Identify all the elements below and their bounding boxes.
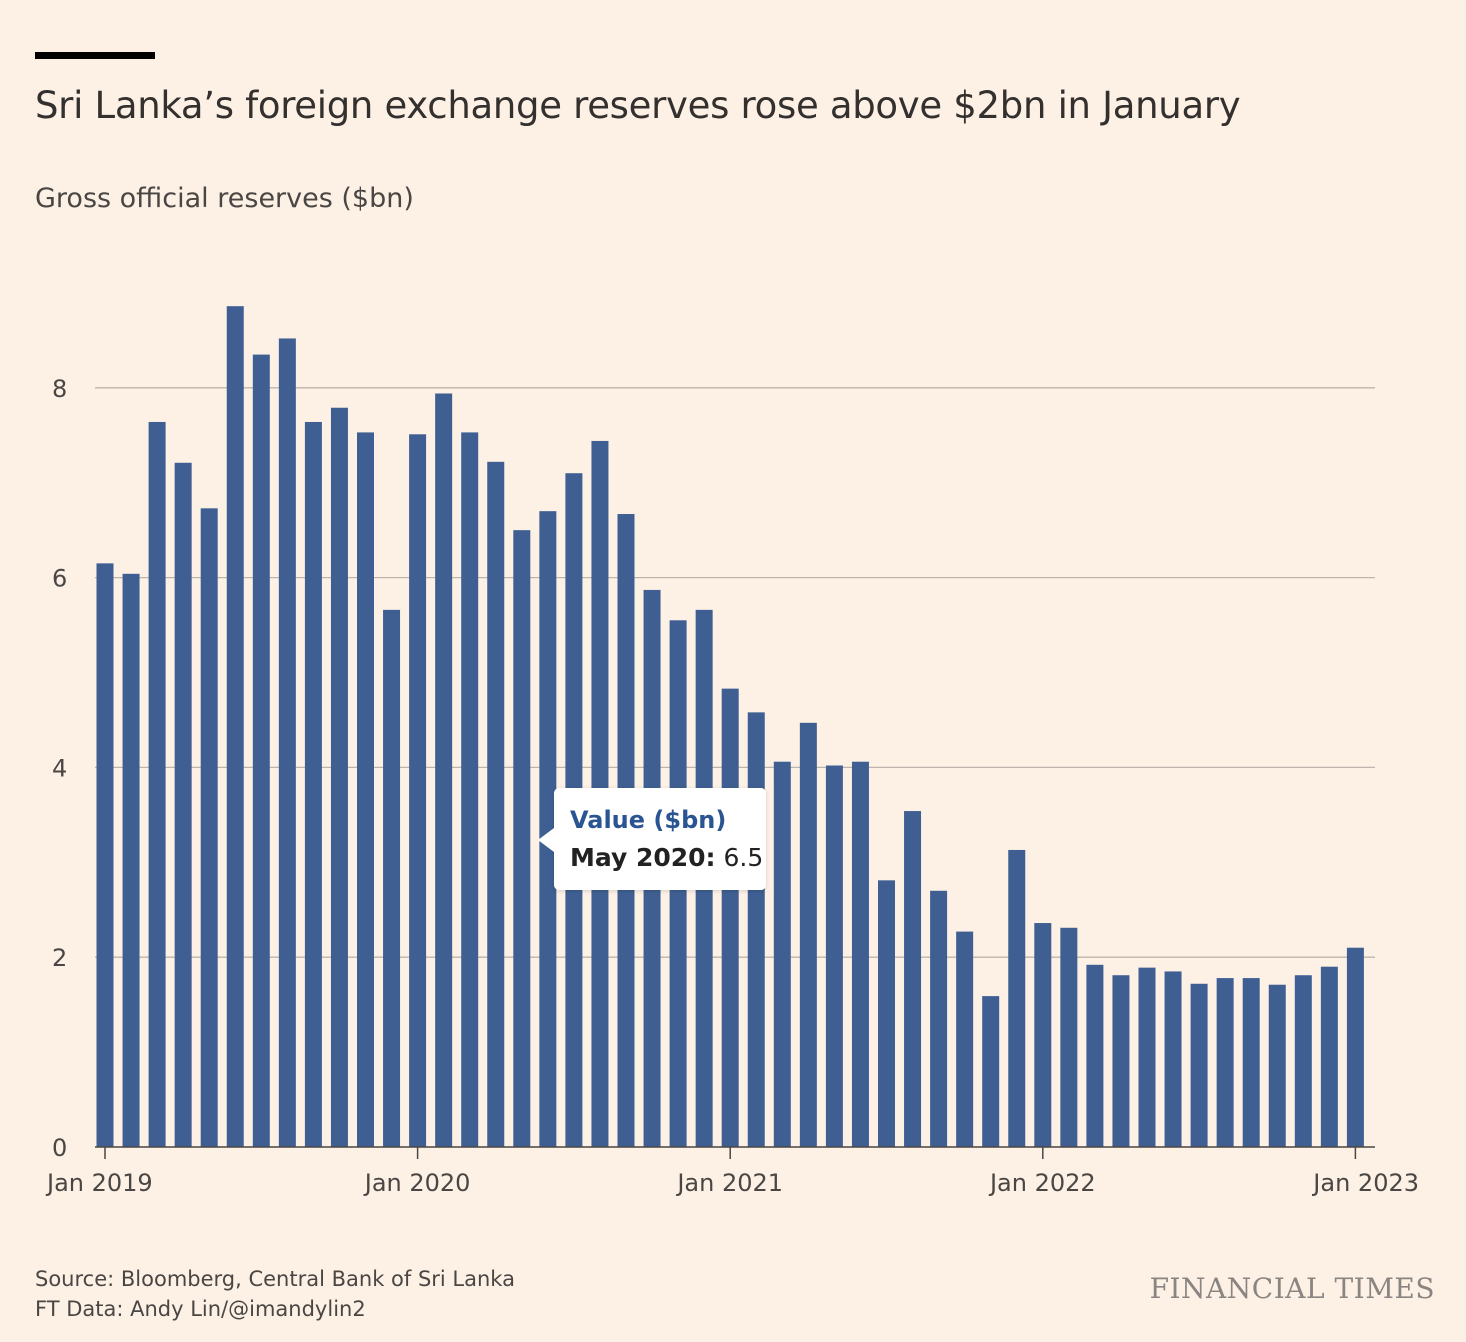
y-tick-label: 6 — [52, 565, 67, 593]
x-axis: Jan 2019 Jan 2020 Jan 2021 Jan 2022 Jan 2023 — [45, 1146, 1419, 1197]
bar[interactable] — [148, 421, 166, 1148]
bar[interactable] — [357, 432, 374, 1147]
bar[interactable] — [487, 461, 505, 1147]
bar[interactable] — [721, 688, 739, 1147]
bar[interactable] — [851, 761, 869, 1147]
tooltip-label: May 2020: — [570, 843, 716, 872]
x-tick-label: Jan 2020 — [363, 1169, 471, 1197]
bar[interactable] — [904, 811, 922, 1147]
bars — [96, 306, 1364, 1148]
x-tick-label: Jan 2022 — [988, 1169, 1096, 1197]
bar[interactable] — [956, 931, 974, 1147]
x-tick-label: Jan 2019 — [45, 1169, 153, 1197]
y-tick-label: 4 — [52, 754, 67, 782]
bar[interactable] — [825, 765, 843, 1148]
chart-title: Sri Lanka’s foreign exchange reserves ro… — [35, 84, 1241, 127]
bar[interactable] — [1060, 927, 1078, 1147]
bar[interactable] — [200, 508, 218, 1147]
bar[interactable] — [174, 462, 192, 1147]
bar[interactable] — [513, 530, 531, 1147]
bar[interactable] — [1138, 967, 1156, 1147]
tooltip-row: May 2020: 6.5 — [570, 843, 763, 872]
y-tick-label: 0 — [52, 1134, 67, 1162]
bar[interactable] — [278, 338, 296, 1147]
bar[interactable] — [1164, 971, 1182, 1147]
bar[interactable] — [930, 890, 948, 1147]
bar[interactable] — [1008, 849, 1026, 1147]
source-line: Source: Bloomberg, Central Bank of Sri L… — [35, 1267, 515, 1291]
bar[interactable] — [747, 712, 765, 1147]
bar[interactable] — [1320, 966, 1338, 1147]
top-rule — [35, 52, 155, 59]
bar[interactable] — [1294, 975, 1312, 1147]
bar[interactable] — [799, 722, 817, 1147]
bar[interactable] — [1034, 923, 1052, 1147]
bar[interactable] — [1242, 978, 1260, 1147]
tooltip-value: 6.5 — [723, 843, 764, 872]
bar[interactable] — [1346, 947, 1364, 1147]
bar[interactable] — [435, 393, 453, 1147]
bar[interactable] — [330, 407, 348, 1148]
tooltip-heading: Value ($bn) — [570, 806, 727, 834]
bar[interactable] — [383, 609, 401, 1147]
bar[interactable] — [1216, 978, 1234, 1147]
credit-line: FT Data: Andy Lin/@imandylin2 — [35, 1297, 366, 1321]
tooltip: Value ($bn) May 2020: 6.5 — [538, 788, 766, 890]
source-note: Source: Bloomberg, Central Bank of Sri L… — [35, 1264, 515, 1324]
bar[interactable] — [773, 761, 791, 1147]
bar[interactable] — [1190, 983, 1208, 1147]
bar[interactable] — [96, 563, 114, 1147]
bar[interactable] — [878, 880, 895, 1147]
x-tick-label: Jan 2021 — [675, 1169, 783, 1197]
chart-subtitle: Gross official reserves ($bn) — [35, 183, 414, 214]
bar[interactable] — [304, 421, 322, 1148]
bar[interactable] — [409, 434, 427, 1147]
bar[interactable] — [1112, 975, 1130, 1147]
y-tick-label: 2 — [52, 944, 67, 972]
bar[interactable] — [461, 432, 479, 1147]
bar[interactable] — [226, 306, 244, 1147]
bar[interactable] — [982, 996, 1000, 1147]
bar[interactable] — [1268, 984, 1286, 1147]
ft-logo: FINANCIAL TIMES — [1149, 1272, 1435, 1305]
bar[interactable] — [122, 573, 140, 1147]
bar[interactable] — [1086, 964, 1104, 1147]
y-tick-label: 8 — [52, 375, 67, 403]
x-tick-label: Jan 2023 — [1311, 1169, 1419, 1197]
bar[interactable] — [252, 354, 270, 1148]
